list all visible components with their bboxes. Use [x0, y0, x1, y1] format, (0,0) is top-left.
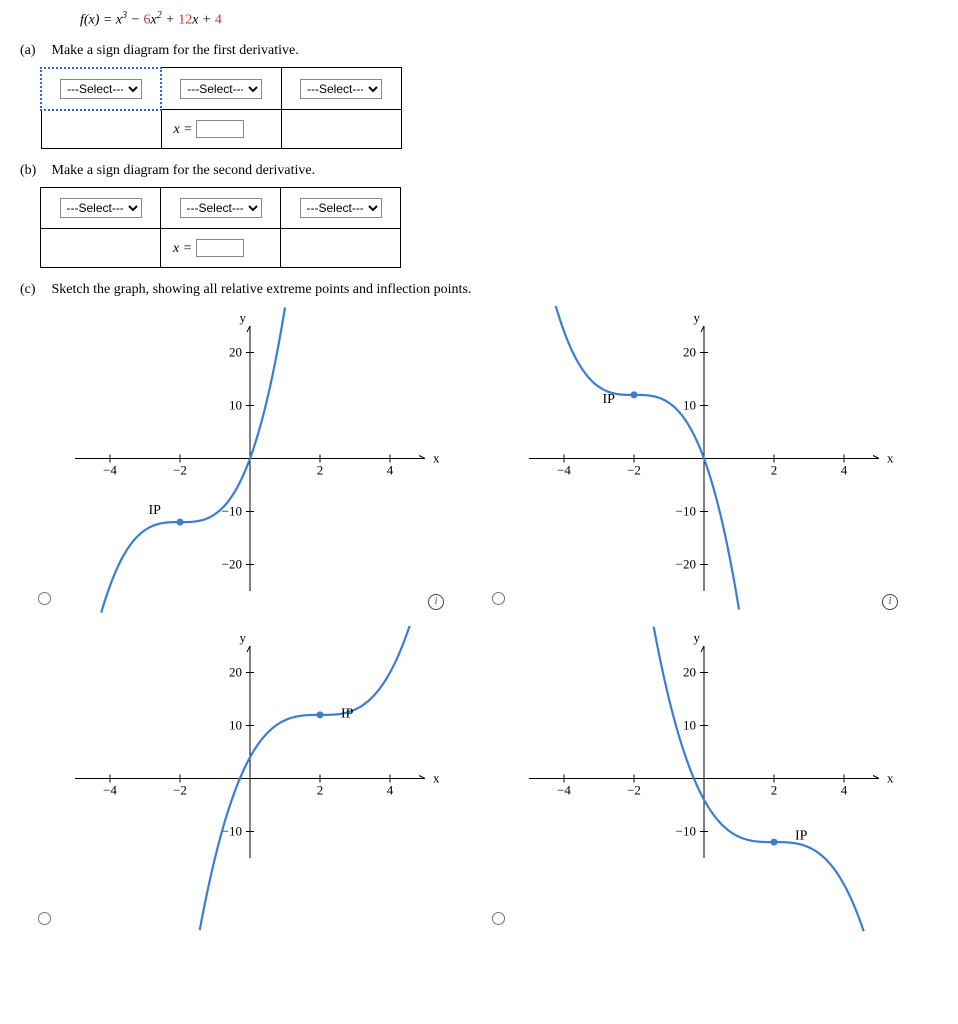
- select-a-2[interactable]: ---Select---: [180, 79, 262, 99]
- svg-text:y: y: [240, 310, 247, 325]
- svg-text:−20: −20: [222, 557, 242, 572]
- svg-text:x: x: [887, 771, 894, 786]
- graph-option-4: −4 −2 2 4 −10 10 20 x y IP: [494, 626, 904, 936]
- part-c-text: Sketch the graph, showing all relative e…: [52, 282, 472, 297]
- svg-text:2: 2: [771, 463, 778, 478]
- x-eq-label-b: x =: [173, 241, 192, 256]
- part-a-text: Make a sign diagram for the first deriva…: [52, 43, 299, 58]
- svg-text:−10: −10: [676, 504, 696, 519]
- svg-text:10: 10: [229, 718, 242, 733]
- graph-option-3: −4−224−101020xyIP: [40, 626, 450, 936]
- select-b-1[interactable]: ---Select---: [60, 198, 142, 218]
- svg-text:IP: IP: [149, 503, 162, 518]
- part-c-prompt: (c) Sketch the graph, showing all relati…: [20, 282, 938, 298]
- svg-text:−20: −20: [676, 557, 696, 572]
- x-eq-input-a[interactable]: [196, 120, 244, 138]
- svg-text:x: x: [433, 771, 440, 786]
- svg-text:2: 2: [317, 783, 324, 798]
- radio-option-3[interactable]: [38, 912, 51, 925]
- svg-text:2: 2: [771, 783, 778, 798]
- svg-text:4: 4: [387, 463, 394, 478]
- svg-text:4: 4: [841, 783, 848, 798]
- svg-text:20: 20: [683, 345, 696, 360]
- svg-text:4: 4: [841, 463, 848, 478]
- sign-table-a: ---Select--- ---Select--- ---Select--- x…: [40, 67, 402, 150]
- select-b-3[interactable]: ---Select---: [300, 198, 382, 218]
- svg-text:−4: −4: [557, 783, 571, 798]
- svg-text:−2: −2: [627, 463, 641, 478]
- svg-text:20: 20: [683, 665, 696, 680]
- graph-option-1: −4−224−20−101020xyIP i: [40, 306, 450, 616]
- radio-option-1[interactable]: [38, 592, 51, 605]
- part-a-prompt: (a) Make a sign diagram for the first de…: [20, 43, 938, 59]
- part-b-prompt: (b) Make a sign diagram for the second d…: [20, 163, 938, 179]
- svg-text:20: 20: [229, 665, 242, 680]
- select-b-2[interactable]: ---Select---: [180, 198, 262, 218]
- svg-text:y: y: [694, 630, 701, 645]
- svg-text:20: 20: [229, 345, 242, 360]
- svg-text:−4: −4: [103, 783, 117, 798]
- svg-text:−4: −4: [103, 463, 117, 478]
- svg-text:IP: IP: [341, 707, 354, 722]
- x-eq-label-a: x =: [174, 122, 193, 137]
- svg-text:10: 10: [229, 398, 242, 413]
- select-a-1[interactable]: ---Select---: [60, 79, 142, 99]
- svg-text:2: 2: [317, 463, 324, 478]
- svg-text:y: y: [240, 630, 247, 645]
- svg-text:y: y: [694, 310, 701, 325]
- svg-text:−2: −2: [173, 783, 187, 798]
- svg-text:−4: −4: [557, 463, 571, 478]
- svg-text:−2: −2: [173, 463, 187, 478]
- x-eq-input-b[interactable]: [196, 239, 244, 257]
- part-b-text: Make a sign diagram for the second deriv…: [52, 163, 316, 178]
- sign-table-b: ---Select--- ---Select--- ---Select--- x…: [40, 187, 401, 268]
- function-equation: f(x) = x3 − 6x2 + 12x + 4: [20, 10, 938, 29]
- svg-text:10: 10: [683, 718, 696, 733]
- svg-text:IP: IP: [795, 829, 808, 844]
- svg-text:−10: −10: [676, 824, 696, 839]
- radio-option-2[interactable]: [492, 592, 505, 605]
- svg-text:−2: −2: [627, 783, 641, 798]
- svg-text:IP: IP: [603, 392, 616, 407]
- select-a-3[interactable]: ---Select---: [300, 79, 382, 99]
- svg-text:x: x: [887, 451, 894, 466]
- svg-text:4: 4: [387, 783, 394, 798]
- svg-text:x: x: [433, 451, 440, 466]
- graph-options-grid: −4−224−20−101020xyIP i −4−224−20−101020x…: [40, 306, 938, 936]
- graph-option-2: −4−224−20−101020xyIP i: [494, 306, 904, 616]
- svg-text:10: 10: [683, 398, 696, 413]
- radio-option-4[interactable]: [492, 912, 505, 925]
